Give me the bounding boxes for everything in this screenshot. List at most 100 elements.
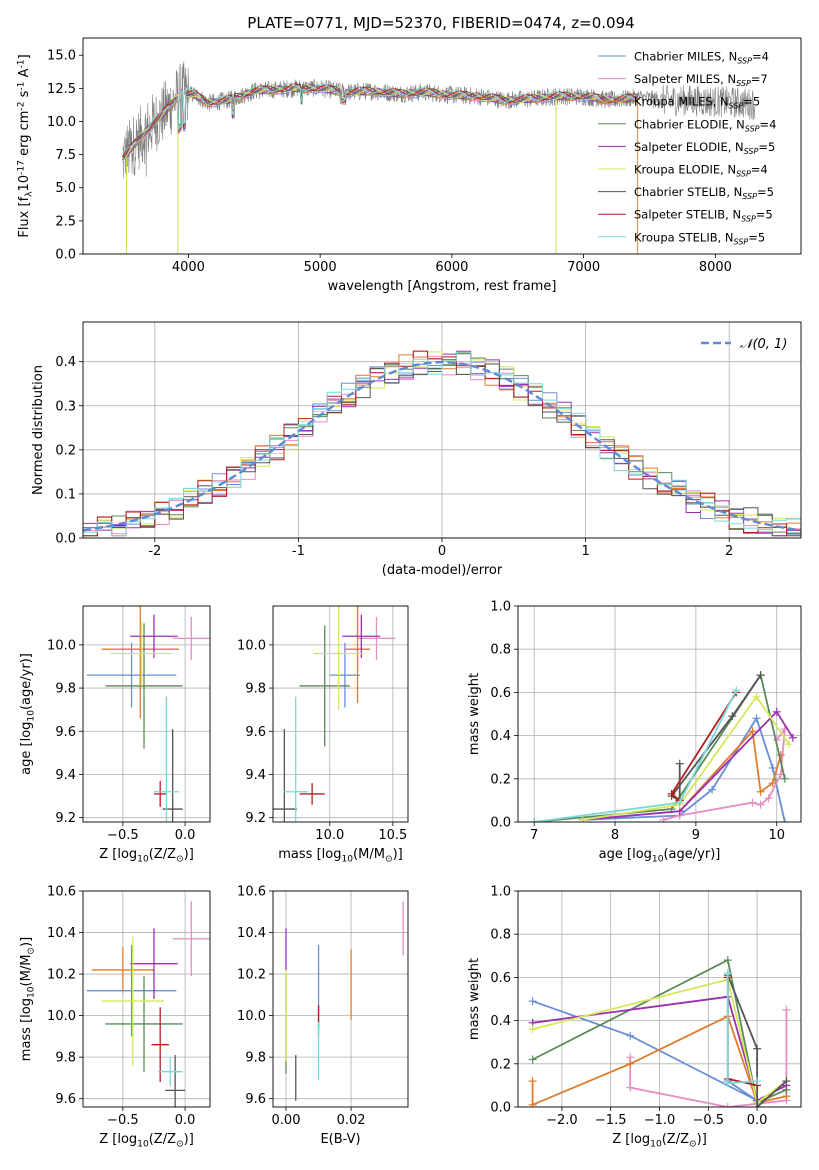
spectrum-axes: 4000 5000 6000 7000 8000 0.0 2.5 5.0 7.5 10.0 12.5…	[47, 49, 732, 275]
age_vs_Z-xlabel: Z [log10​(Z/Z⊙​)]	[99, 847, 194, 864]
y-tick-label: 15.0	[47, 49, 76, 64]
age_vs_Z-axes: −0.5 0.0 9.2 9.4 9.6 9.8 10.0	[47, 606, 210, 843]
x-tick-label: 0.0	[747, 1113, 768, 1128]
y-tick-label: 1.0	[490, 885, 511, 900]
spectrum-xlabel: wavelength [Angstrom, rest frame]	[328, 279, 557, 294]
x-tick-label: 0.00	[272, 1113, 301, 1128]
massweight_vs_Z-xlabel: Z [log10​(Z/Z⊙​)]	[612, 1132, 707, 1149]
age_vs_Z-frame	[82, 605, 211, 823]
y-tick-label: 10.4	[47, 926, 76, 941]
y-tick-label: 0.8	[490, 643, 511, 658]
legend-entry: Salpeter MILES, NSSP=7	[634, 72, 768, 88]
gaussian-curve	[83, 360, 801, 532]
weight-line	[534, 672, 786, 822]
x-tick-label: 0.0	[175, 1113, 196, 1128]
x-tick-label: 1	[581, 544, 589, 559]
x-tick-label: 0	[438, 544, 446, 559]
x-tick-label: 5000	[304, 260, 337, 275]
x-tick-label: 10	[768, 828, 785, 843]
x-tick-label: 0.02	[337, 1113, 366, 1128]
spectrum-frame	[82, 37, 802, 255]
x-tick-label: 8000	[699, 260, 732, 275]
y-tick-label: 10.0	[237, 1009, 266, 1024]
y-tick-label: 10.2	[47, 968, 76, 983]
y-tick-label: 10.4	[237, 926, 266, 941]
residuals-xlabel: (data-model)/error	[382, 563, 503, 578]
y-tick-label: 9.6	[55, 1092, 76, 1107]
y-tick-label: 9.4	[55, 768, 76, 783]
x-tick-label: 4000	[172, 260, 205, 275]
y-tick-label: 10.0	[47, 1009, 76, 1024]
age_vs_mass-frame	[272, 605, 409, 823]
y-tick-label: 0.0	[55, 532, 76, 547]
y-tick-label: 9.8	[245, 682, 266, 697]
age_vs_mass-axes: 10.0 10.5 9.2 9.4 9.6 9.8 10.0	[237, 606, 408, 843]
y-tick-label: 12.5	[47, 82, 76, 97]
y-tick-label: 10.2	[237, 968, 266, 983]
y-tick-label: 0.4	[55, 355, 76, 370]
y-tick-label: 7.5	[55, 148, 76, 163]
x-tick-label: 2	[725, 544, 733, 559]
legend-entry: 𝒩(0, 1)	[740, 337, 787, 352]
weight-line	[582, 710, 794, 821]
y-tick-label: 10.0	[47, 638, 76, 653]
weight-line	[532, 1000, 758, 1102]
legend-entry: Chabrier ELODIE, NSSP=4	[634, 117, 776, 133]
x-tick-label: 7	[530, 828, 538, 843]
age_vs_Z-points	[86, 606, 210, 822]
y-tick-label: 0.2	[490, 772, 511, 787]
residuals-frame	[82, 321, 802, 539]
y-tick-label: 9.6	[245, 725, 266, 740]
spectrum-legend: Chabrier MILES, NSSP=4 Salpeter MILES, NS…	[598, 50, 776, 246]
age_vs_mass-xlabel: mass [log10​(M/M⊙​)]	[278, 847, 402, 864]
massweight_vs_Z-ylabel: mass weight	[467, 958, 482, 1040]
mass_vs_Z-ylabel: mass [log10​(M/M⊙​)]	[19, 937, 36, 1061]
y-tick-label: 9.8	[245, 1051, 266, 1066]
legend-entry: Chabrier STELIB, NSSP=5	[634, 185, 774, 201]
mass_vs_ebv-xlabel: E(B-V)	[320, 1132, 360, 1147]
legend-entry: Salpeter STELIB, NSSP=5	[634, 208, 773, 224]
y-tick-label: 0.2	[490, 1057, 511, 1072]
x-tick-label: 9	[692, 828, 700, 843]
y-tick-label: 9.2	[55, 811, 76, 826]
y-tick-label: 0.3	[55, 399, 76, 414]
massweight_vs_age-lines	[530, 671, 797, 822]
weight-line	[629, 1009, 788, 1107]
y-tick-label: 9.6	[245, 1092, 266, 1107]
x-tick-label: −0.5	[107, 828, 139, 843]
x-tick-label: -2	[148, 544, 161, 559]
x-tick-label: 6000	[435, 260, 468, 275]
x-tick-label: 7000	[567, 260, 600, 275]
weight-line	[532, 978, 787, 1105]
y-tick-label: 0.8	[490, 928, 511, 943]
x-tick-label: −0.5	[693, 1113, 725, 1128]
y-tick-label: 0.6	[490, 686, 511, 701]
y-tick-label: 9.2	[245, 811, 266, 826]
x-tick-label: 0.0	[175, 828, 196, 843]
y-tick-label: 0.4	[490, 729, 511, 744]
y-tick-label: 9.4	[245, 768, 266, 783]
residuals-axes: -2 -1 0 1 2 0.0 0.1 0.2 0.3 0.4	[55, 322, 801, 559]
x-tick-label: −2.0	[546, 1113, 578, 1128]
mass_vs_Z-frame	[82, 890, 211, 1108]
legend-entry: Kroupa MILES, NSSP=5	[634, 95, 760, 111]
y-tick-label: 9.8	[55, 682, 76, 697]
y-tick-label: 5.0	[55, 181, 76, 196]
massweight_vs_age-ylabel: mass weight	[467, 673, 482, 755]
mass_vs_ebv-axes: 0.00 0.02 9.6 9.8 10.0 10.2 10.4 10.6	[237, 885, 408, 1128]
mass_vs_ebv-frame	[272, 890, 409, 1108]
x-tick-label: 8	[611, 828, 619, 843]
y-tick-label: 0.6	[490, 971, 511, 986]
y-tick-label: 10.6	[237, 885, 266, 900]
y-tick-label: 0.1	[55, 487, 76, 502]
x-tick-label: −0.5	[107, 1113, 139, 1128]
residuals-ylabel: Normed distribution	[31, 365, 46, 495]
spectrum-lines	[122, 61, 756, 254]
legend-entry: Salpeter ELODIE, NSSP=5	[634, 140, 775, 156]
x-tick-label: 10.0	[315, 828, 344, 843]
y-tick-label: 0.0	[490, 816, 511, 831]
y-tick-label: 9.6	[55, 725, 76, 740]
legend-entry: Chabrier MILES, NSSP=4	[634, 50, 769, 66]
mass_vs_ebv-points	[285, 901, 404, 1101]
